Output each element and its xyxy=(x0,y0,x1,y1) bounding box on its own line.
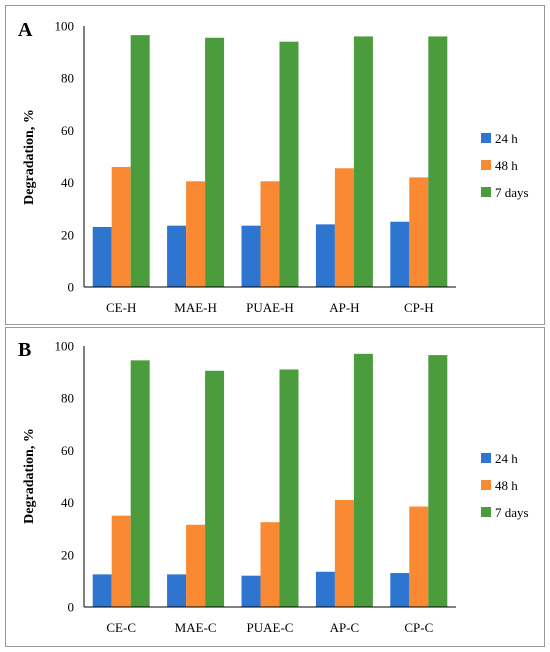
panel-a-bar xyxy=(334,168,354,287)
panel-a-bar xyxy=(353,36,373,287)
panel-a-bar xyxy=(409,177,429,287)
panel-b-bar xyxy=(186,524,206,607)
panel-a-x-tick-label: CP-H xyxy=(404,300,434,315)
panel-a-y-axis-title: Degradation, % xyxy=(22,109,37,205)
panel-a-legend-swatch xyxy=(481,133,491,143)
panel-b-legend-swatch xyxy=(481,453,491,463)
panel-a-bar xyxy=(260,181,280,287)
panel-b-y-tick-label: 100 xyxy=(55,339,75,354)
panel-a-letter: A xyxy=(18,19,33,41)
panel-a-bar xyxy=(205,37,225,287)
panel-b: B Degradation, % 0 20 40 60 80 100 CE-C MAE-C PU… xyxy=(5,327,545,647)
panel-b-bar xyxy=(260,522,280,607)
panel-b-bar xyxy=(241,575,261,607)
panel-a-x-tick-label: CE-H xyxy=(106,300,136,315)
panel-b-bar xyxy=(92,574,112,608)
panel-a-x-tick-label: PUAE-H xyxy=(246,300,294,315)
panel-a-legend-swatch xyxy=(481,160,491,170)
panel-b-legend-swatch xyxy=(481,507,491,517)
panel-b-legend: 24 h 48 h 7 days xyxy=(481,451,529,520)
panel-b-bar xyxy=(353,353,373,607)
panel-a-bar xyxy=(92,226,112,287)
panel-b-y-tick-label: 40 xyxy=(61,495,74,510)
panel-a-legend: 24 h 48 h 7 days xyxy=(481,131,529,200)
panel-a-x-tick-label: MAE-H xyxy=(174,300,217,315)
panel-a-y-tick-label: 40 xyxy=(61,175,74,190)
panel-a-legend-swatch xyxy=(481,187,491,197)
panel-b-y-tick-label: 80 xyxy=(61,391,74,406)
panel-a-y-tick-label: 100 xyxy=(55,19,75,34)
panel-a: A Degradation, % 0 20 40 60 80 100 CE-H MAE-H PU… xyxy=(5,5,545,325)
panel-b-x-tick-label: CE-C xyxy=(106,620,136,635)
panel-b-bar xyxy=(428,355,448,607)
panel-a-bar xyxy=(315,224,335,287)
panel-b-legend-label: 24 h xyxy=(495,451,518,466)
panel-b-bar xyxy=(167,574,187,608)
panel-a-y-tick-label: 60 xyxy=(61,123,74,138)
panel-a-y-tick-label: 0 xyxy=(68,280,75,295)
panel-b-bar xyxy=(279,369,299,607)
panel-a-legend-label: 48 h xyxy=(495,158,518,173)
panel-b-legend-label: 48 h xyxy=(495,478,518,493)
panel-a-legend-label: 7 days xyxy=(495,185,529,200)
panel-b-bar xyxy=(111,515,131,607)
panel-b-bar xyxy=(315,571,335,607)
panel-a-y-axis-label: Degradation, % xyxy=(22,109,37,205)
panel-a-bar xyxy=(111,166,131,287)
panel-b-bar xyxy=(409,506,429,607)
panel-a-bar xyxy=(186,181,206,287)
panel-a-bar xyxy=(241,225,261,287)
panel-b-legend-swatch xyxy=(481,480,491,490)
panel-b-letter: B xyxy=(18,339,31,361)
panel-b-bar xyxy=(390,573,410,607)
panel-a-bar xyxy=(167,225,187,287)
panel-b-bar xyxy=(205,370,225,607)
panel-a-legend-label: 24 h xyxy=(495,131,518,146)
panel-b-x-tick-label: AP-C xyxy=(330,620,360,635)
panel-a-x-tick-label: AP-H xyxy=(329,300,359,315)
panel-a-bar xyxy=(428,36,448,287)
panel-b-bar xyxy=(334,499,354,607)
panel-b-x-tick-label: PUAE-C xyxy=(247,620,294,635)
panel-a-y-tick-label: 20 xyxy=(61,227,74,242)
panel-a-y-tick-label: 80 xyxy=(61,71,74,86)
panel-a-bar xyxy=(130,35,150,287)
panel-b-legend-label: 7 days xyxy=(495,505,529,520)
panel-b-y-tick-label: 20 xyxy=(61,547,74,562)
panel-b-plot: 0 20 40 60 80 100 CE-C MAE-C PUAE-C AP-C CP-C xyxy=(55,339,456,635)
panel-b-x-tick-label: CP-C xyxy=(404,620,433,635)
panel-b-y-tick-label: 60 xyxy=(61,443,74,458)
panel-a-bar xyxy=(390,221,410,287)
panel-b-y-axis-title: Degradation, % xyxy=(22,428,37,524)
panel-a-plot: 0 20 40 60 80 100 CE-H MAE-H PUAE-H AP-H CP-H xyxy=(55,19,456,315)
panel-b-bar xyxy=(130,360,150,607)
panel-b-x-tick-label: MAE-C xyxy=(175,620,217,635)
panel-a-bar xyxy=(279,41,299,287)
panel-b-y-tick-label: 0 xyxy=(68,600,75,615)
panel-b-y-axis-label: Degradation, % xyxy=(22,428,37,524)
